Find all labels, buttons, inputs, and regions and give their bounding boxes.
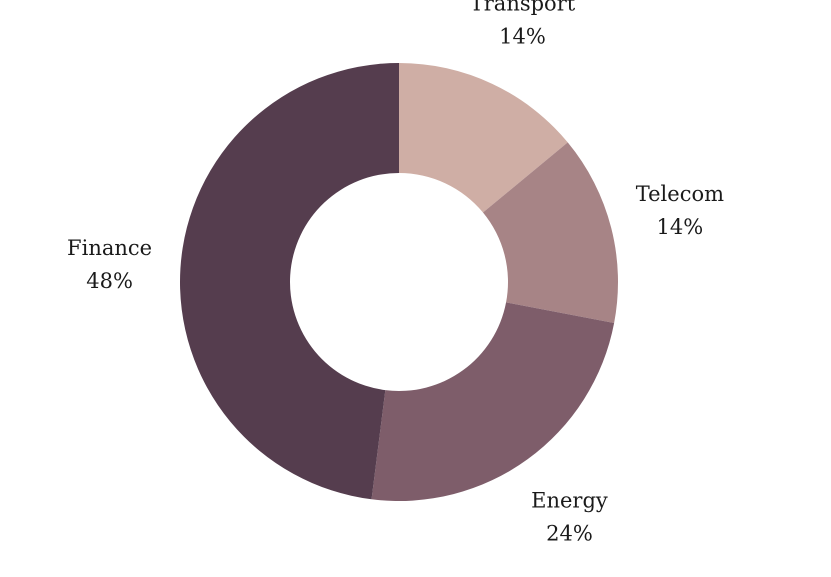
slice-energy bbox=[371, 302, 615, 502]
slice-label-telecom: Telecom bbox=[636, 182, 724, 206]
slice-value-finance: 48% bbox=[86, 269, 133, 293]
slice-value-energy: 24% bbox=[546, 522, 593, 546]
slice-label-transport: Transport bbox=[470, 0, 576, 16]
slice-label-energy: Energy bbox=[531, 489, 608, 513]
slices-group bbox=[179, 63, 618, 502]
slice-telecom bbox=[482, 142, 618, 324]
slice-value-telecom: 14% bbox=[657, 215, 704, 239]
slice-finance bbox=[179, 63, 399, 500]
slice-transport bbox=[399, 63, 568, 213]
slice-value-transport: 14% bbox=[499, 25, 546, 49]
slice-label-finance: Finance bbox=[67, 236, 152, 260]
labels-group: Transport 14% Telecom 14% Energy 24% Finance 48… bbox=[67, 0, 724, 546]
